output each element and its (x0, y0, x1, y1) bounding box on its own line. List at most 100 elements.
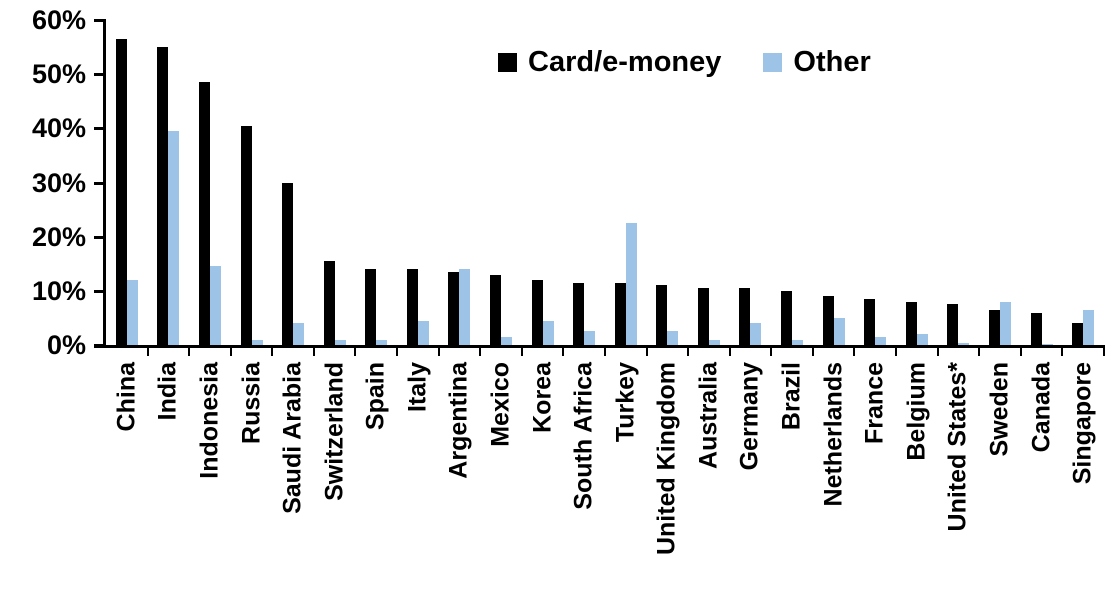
x-label-cell: France (854, 358, 896, 594)
bar-group (231, 20, 274, 356)
x-axis-label: Netherlands (819, 362, 848, 511)
x-axis-label-text: United Kingdom (652, 362, 681, 556)
bar-group (563, 20, 606, 356)
bar-group (106, 20, 149, 356)
bar-series0 (697, 288, 709, 345)
legend-item-card-e-money: Card/e-money (498, 46, 721, 79)
bar-series0 (282, 182, 294, 345)
y-axis-tick-label: 10% (31, 275, 86, 306)
x-axis-tick (520, 348, 523, 356)
bar-series1 (916, 334, 928, 345)
x-axis-label-text: United States* (943, 362, 972, 532)
x-axis-tick (396, 348, 399, 356)
bar-group (605, 20, 648, 356)
x-axis-label: Saudi Arabia (279, 362, 308, 519)
bar-series1 (1041, 344, 1053, 345)
legend-label-other: Other (793, 46, 871, 78)
x-axis-label: Korea (528, 362, 557, 438)
bar-group (854, 20, 897, 356)
x-axis-label-text: Argentina (444, 362, 473, 479)
x-axis-tick (936, 348, 939, 356)
x-axis-label: Mexico (486, 362, 515, 452)
x-axis-label-text: South Africa (569, 362, 598, 510)
x-axis-label-text: Mexico (486, 362, 515, 447)
x-axis-label: France (861, 362, 890, 449)
bar-group (272, 20, 315, 356)
x-label-cell: Saudi Arabia (272, 358, 314, 594)
bar-group (730, 20, 773, 356)
bar-series0 (198, 82, 210, 345)
x-axis-label: Belgium (902, 362, 931, 466)
y-axis-tick-label: 20% (31, 221, 86, 252)
bar-group (148, 20, 191, 356)
x-axis-label: United Kingdom (653, 362, 682, 560)
x-axis-label-text: Korea (528, 362, 557, 433)
x-label-cell: Belgium (896, 358, 938, 594)
bar-series0 (448, 271, 460, 345)
bar-group (522, 20, 565, 356)
y-axis-tick (94, 289, 106, 293)
x-axis-label-text: Sweden (985, 362, 1014, 457)
bar-series1 (667, 331, 679, 345)
y-axis-tick (94, 127, 106, 131)
x-axis-label-text: Russia (237, 362, 266, 444)
x-axis-tick (603, 348, 606, 356)
bar-series1 (875, 336, 887, 345)
x-label-cell: Italy (397, 358, 439, 594)
bar-group (189, 20, 232, 356)
bar-series1 (708, 339, 720, 345)
x-axis-label-text: Belgium (902, 362, 931, 461)
bar-series0 (406, 269, 418, 345)
bar-group (813, 20, 856, 356)
bar-series0 (905, 301, 917, 345)
bar-series0 (864, 298, 876, 345)
bar-series0 (531, 280, 543, 345)
bar-series0 (822, 296, 834, 345)
y-axis-tick-label: 60% (31, 5, 86, 35)
x-label-cell: Mexico (480, 358, 522, 594)
bar-group (1062, 20, 1105, 356)
x-label-cell: Turkey (605, 358, 647, 594)
x-label-cell: Brazil (771, 358, 813, 594)
bar-group (1021, 20, 1064, 356)
y-axis-tick (94, 19, 106, 22)
y-axis-tick (94, 73, 106, 77)
x-axis-tick (146, 348, 149, 356)
bar-series0 (240, 125, 252, 345)
x-label-cell: India (148, 358, 190, 594)
x-axis-label-text: China (112, 362, 141, 432)
bar-series0 (739, 288, 751, 345)
x-axis-label-text: Canada (1027, 362, 1055, 453)
x-axis-tick (894, 348, 897, 356)
bar-series0 (781, 290, 793, 345)
x-axis-label-text: Netherlands (819, 362, 848, 507)
x-axis-tick (188, 348, 191, 356)
legend-item-other: Other (763, 46, 871, 79)
x-label-cell: Russia (231, 358, 273, 594)
x-axis-label: Australia (694, 362, 723, 474)
x-axis-tick (728, 348, 731, 356)
bar-group (439, 20, 482, 356)
x-axis-label-text: Brazil (777, 362, 806, 431)
x-axis-label: South Africa (570, 362, 599, 515)
x-axis-tick (1102, 348, 1105, 356)
x-axis-label-text: Singapore (1068, 362, 1097, 485)
bar-group (938, 20, 981, 356)
x-axis-tick (811, 348, 814, 356)
x-axis-label-text: Italy (403, 362, 432, 413)
bar-series0 (656, 285, 668, 345)
x-axis-tick (770, 348, 773, 356)
x-axis-tick (978, 348, 981, 356)
x-label-cell: Canada (1021, 358, 1063, 594)
x-axis-label-text: Australia (694, 362, 723, 469)
bar-series1 (584, 331, 596, 345)
bar-series1 (542, 320, 554, 345)
bar-group (314, 20, 357, 356)
x-label-cell: Korea (522, 358, 564, 594)
x-axis-tick (479, 348, 482, 356)
bar-series1 (750, 323, 762, 345)
x-axis-label: China (112, 362, 141, 436)
bar-series1 (126, 280, 138, 345)
x-axis-label: Turkey (611, 362, 640, 447)
